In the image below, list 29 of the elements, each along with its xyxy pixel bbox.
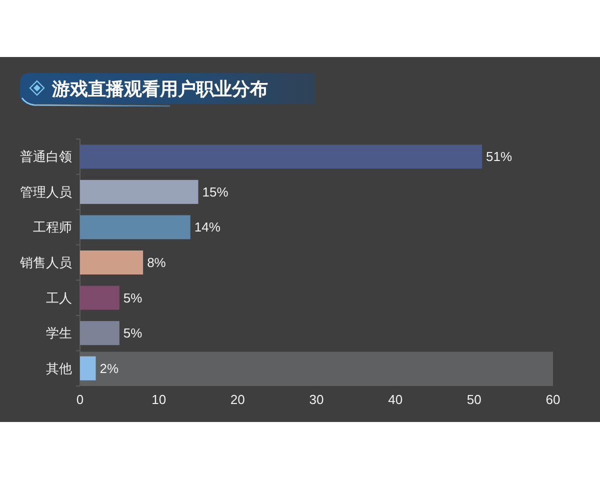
x-tick-label: 20 <box>230 392 245 407</box>
y-tick-label: 普通白领 <box>20 149 72 164</box>
x-tick-label: 30 <box>309 392 324 407</box>
data-label: 2% <box>100 360 119 376</box>
y-tick-label: 工人 <box>46 290 72 306</box>
x-tick-label: 60 <box>546 392 560 407</box>
data-label: 51% <box>486 149 513 164</box>
data-label: 5% <box>123 290 143 306</box>
y-tick-label: 销售人员 <box>19 255 72 270</box>
x-tick-label: 40 <box>388 392 403 407</box>
bar <box>80 180 198 204</box>
y-tick-label: 其他 <box>46 360 72 376</box>
data-label: 14% <box>194 220 221 235</box>
bar <box>80 286 120 310</box>
y-tick-label: 管理人员 <box>20 184 72 200</box>
chart-title: 游戏直播观看用户职业分布 <box>51 79 268 99</box>
x-tick-label: 10 <box>152 392 166 407</box>
y-tick-label: 工程师 <box>33 220 72 235</box>
bar <box>80 144 482 169</box>
y-tick-label: 学生 <box>46 326 72 341</box>
data-label: 5% <box>123 326 143 341</box>
data-label: 8% <box>147 255 166 270</box>
data-label: 15% <box>202 184 229 200</box>
x-tick-label: 0 <box>76 392 84 407</box>
bar <box>80 321 120 346</box>
bar <box>80 356 96 380</box>
x-tick-label: 50 <box>466 392 482 407</box>
bar <box>80 215 190 240</box>
bar <box>80 250 144 274</box>
